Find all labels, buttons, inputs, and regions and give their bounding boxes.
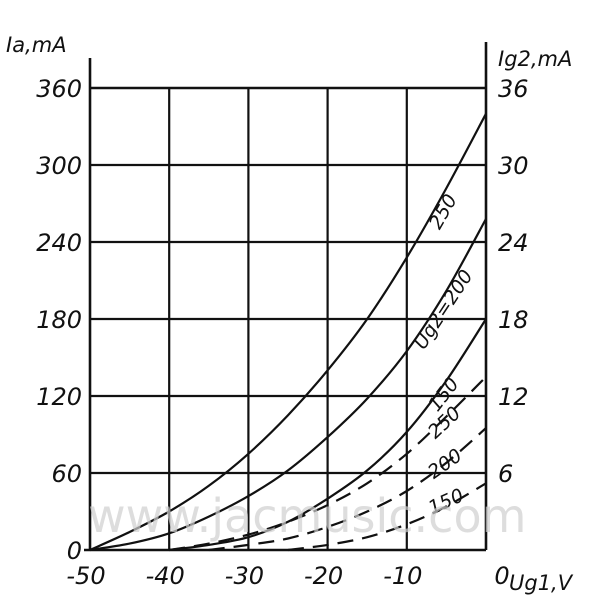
curve-4 [208, 427, 487, 552]
watermark: www.jacmusic.com [88, 489, 526, 543]
curve-0 [89, 113, 487, 552]
x-tick-label-0: -50 [66, 562, 105, 590]
y-tick-label-right-1: 12 [498, 383, 529, 411]
curve-label-0: 250 [425, 191, 462, 233]
y-tick-label-right-0: 6 [498, 460, 513, 488]
y-axis-title-right: Ig2,mA [498, 47, 572, 71]
labels-layer: 0 60 120 180 240 300 360 6 12 18 24 30 36 -50 -40 -30 -2… [36, 75, 528, 590]
y-tick-label-left-1: 60 [51, 460, 82, 488]
curve-label-1: Ug2=200 [410, 266, 478, 354]
axes-frame [84, 42, 488, 552]
grid [90, 86, 486, 550]
x-axis-title: Ug1,V [509, 571, 574, 595]
y-tick-label-right-5: 36 [498, 75, 529, 103]
curve-2 [169, 318, 487, 552]
curve-5 [287, 482, 487, 552]
y-tick-label-left-6: 360 [36, 75, 82, 103]
curve-1 [89, 218, 487, 552]
y-tick-label-left-4: 240 [36, 229, 82, 257]
x-tick-label-4: -10 [383, 562, 422, 590]
y-tick-label-left-3: 180 [36, 306, 82, 334]
curve-3 [169, 376, 487, 552]
y-tick-label-left-2: 120 [36, 383, 82, 411]
x-tick-label-5: 0 [494, 562, 509, 590]
y-tick-label-right-2: 18 [498, 306, 529, 334]
y-tick-label-left-0: 0 [67, 537, 82, 565]
y-tick-label-right-4: 30 [498, 152, 529, 180]
x-tick-label-1: -40 [146, 562, 185, 590]
y-axis-title-left: Ia,mA [6, 33, 67, 57]
curve-label-3: 250 [424, 402, 465, 443]
y-tick-label-right-3: 24 [498, 229, 529, 257]
y-tick-label-left-5: 300 [36, 152, 82, 180]
x-tick-label-3: -20 [304, 562, 343, 590]
x-tick-label-2: -30 [225, 562, 264, 590]
series-layer [89, 113, 487, 552]
